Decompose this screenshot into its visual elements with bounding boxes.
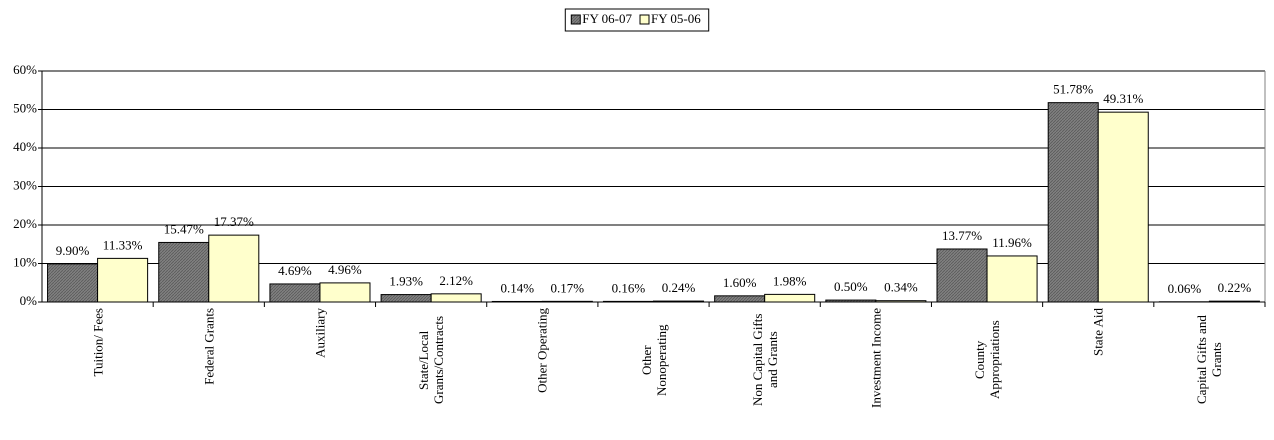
data-label: 17.37% — [214, 214, 254, 229]
y-tick-label: 40% — [13, 139, 37, 154]
data-label: 1.98% — [773, 273, 807, 288]
y-tick-label: 10% — [13, 254, 37, 269]
bar — [319, 282, 371, 303]
legend-box — [564, 8, 710, 32]
bar — [208, 234, 260, 303]
data-label: 0.34% — [884, 280, 918, 295]
data-label: 1.60% — [723, 275, 757, 290]
bar — [1047, 102, 1099, 303]
legend-swatch — [570, 14, 581, 25]
legend-label: FY 05-06 — [651, 11, 701, 26]
x-tick-label: County Appropriations — [972, 320, 1003, 400]
x-tick-label: Federal Grants — [201, 308, 217, 385]
bar — [430, 293, 482, 303]
data-label: 11.96% — [992, 235, 1032, 250]
data-label: 13.77% — [942, 228, 982, 243]
x-tick-label: State Aid — [1090, 308, 1106, 357]
x-tick-label: Investment Income — [868, 308, 884, 408]
data-label: 1.93% — [389, 274, 423, 289]
bar — [714, 295, 766, 303]
data-label: 0.16% — [612, 280, 646, 295]
data-label: 0.50% — [834, 279, 868, 294]
bar — [764, 293, 816, 303]
data-label: 15.47% — [164, 221, 204, 236]
bar — [47, 263, 99, 303]
bar — [97, 257, 149, 303]
x-tick-label: Capital Gifts and Grants — [1194, 315, 1225, 405]
bar — [986, 255, 1038, 303]
bar — [158, 241, 210, 303]
y-tick-label: 0% — [20, 293, 38, 308]
bar — [269, 283, 321, 303]
legend-swatch — [639, 14, 650, 25]
y-tick-label: 30% — [13, 177, 37, 192]
data-label: 0.24% — [662, 280, 696, 295]
x-tick-label: State/Local Grants/Contracts — [416, 315, 447, 405]
x-tick-label: Auxiliary — [312, 308, 328, 358]
legend-label: FY 06-07 — [582, 11, 632, 26]
data-label: 0.14% — [501, 280, 535, 295]
bar — [1097, 111, 1149, 303]
data-label: 2.12% — [439, 273, 473, 288]
bar — [936, 248, 988, 303]
y-tick-label: 50% — [13, 100, 37, 115]
data-label: 0.17% — [551, 280, 585, 295]
y-tick-label: 60% — [13, 62, 37, 77]
y-tick-label: 20% — [13, 216, 37, 231]
x-tick-label: Other Operating — [534, 308, 550, 393]
data-label: 4.69% — [278, 263, 312, 278]
data-label: 0.06% — [1168, 281, 1202, 296]
data-label: 51.78% — [1053, 82, 1093, 97]
data-label: 9.90% — [56, 243, 90, 258]
x-tick-label: Tuition/ Fees — [90, 308, 106, 377]
data-label: 0.22% — [1218, 280, 1252, 295]
bar — [380, 294, 432, 303]
x-tick-label: Non Capital Gifts and Grants — [749, 313, 780, 407]
data-label: 49.31% — [1103, 91, 1143, 106]
x-tick-label: Other Nonoperating — [638, 324, 669, 396]
data-label: 11.33% — [103, 237, 143, 252]
data-label: 4.96% — [328, 262, 362, 277]
